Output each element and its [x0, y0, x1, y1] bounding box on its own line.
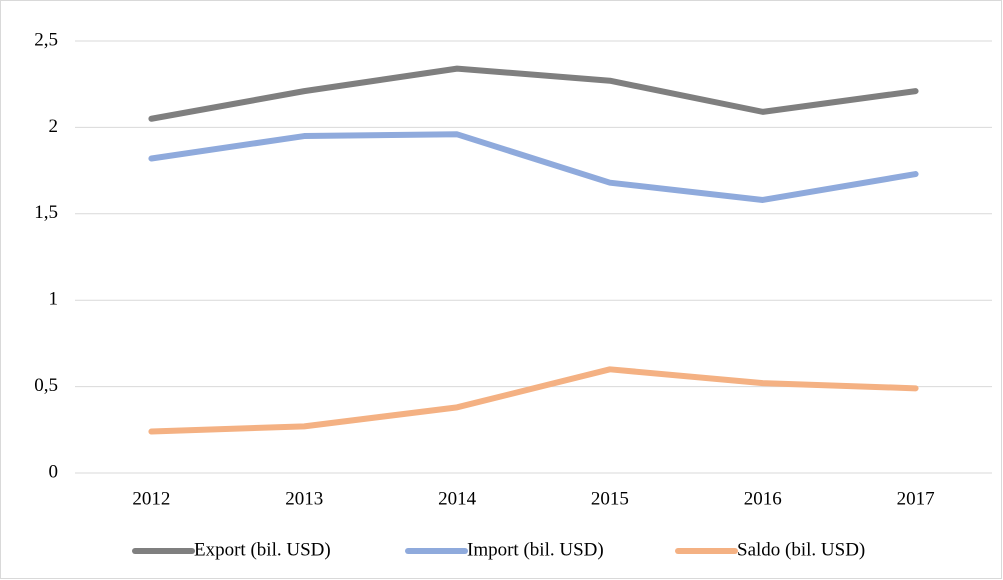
- x-tick-label: 2013: [285, 488, 323, 509]
- x-tick-label: 2016: [744, 488, 782, 509]
- x-tick-label: 2012: [132, 488, 170, 509]
- series-line: [148, 366, 919, 435]
- y-tick-label: 1,5: [34, 202, 58, 223]
- legend-label: Import (bil. USD): [467, 539, 604, 560]
- series-line: [148, 65, 919, 122]
- series-line: [148, 131, 919, 203]
- legend-label: Export (bil. USD): [194, 539, 331, 560]
- y-tick-label: 2,5: [34, 29, 58, 50]
- x-tick-label: 2014: [438, 488, 477, 509]
- x-tick-label: 2017: [897, 488, 935, 509]
- x-tick-label: 2015: [591, 488, 629, 509]
- y-tick-label: 1: [49, 289, 59, 310]
- legend-label: Saldo (bil. USD): [737, 539, 865, 560]
- y-tick-label: 2: [49, 116, 59, 137]
- y-tick-label: 0,5: [34, 375, 58, 396]
- y-tick-label: 0: [49, 461, 59, 482]
